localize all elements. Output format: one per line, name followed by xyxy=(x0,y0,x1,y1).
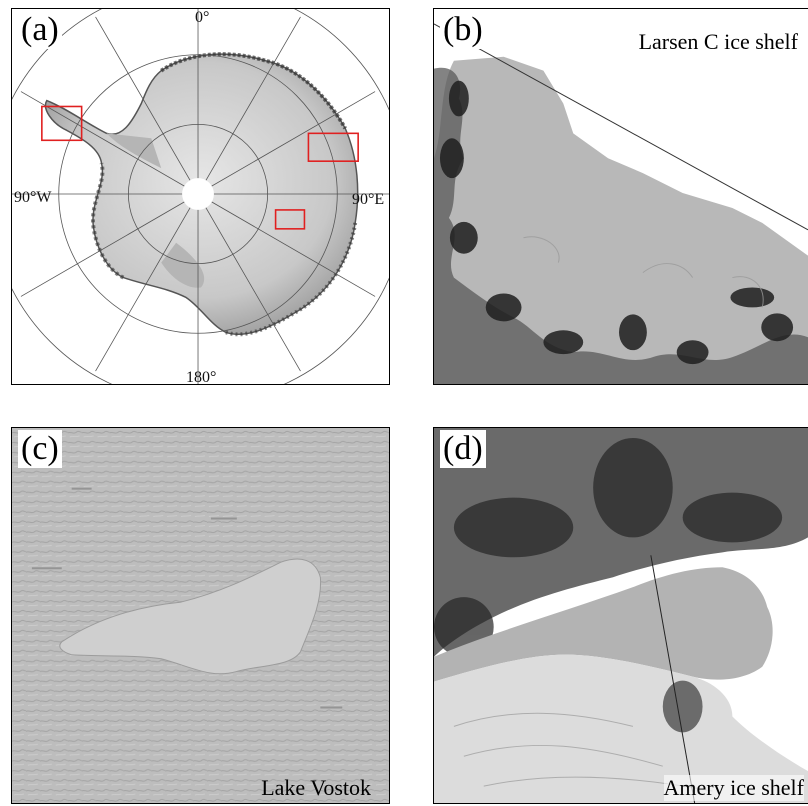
panel-b-larsen-c: (b) Larsen C ice shelf xyxy=(433,8,808,385)
panel-d-tag: (d) xyxy=(440,430,486,468)
pole-gap xyxy=(182,178,214,210)
amery-relief-image xyxy=(434,428,808,803)
meridian-label-90e: 90°E xyxy=(352,191,384,209)
panel-d-amery: (d) Amery ice shelf xyxy=(433,427,808,804)
amery-caption: Amery ice shelf xyxy=(664,775,805,801)
meridian-label-90w: 90°W xyxy=(14,189,52,207)
larsen-c-relief-image xyxy=(434,9,808,384)
panel-b-tag: (b) xyxy=(440,11,486,49)
panel-c-lake-vostok: (c) Lake Vostok xyxy=(11,427,390,804)
panel-c-tag: (c) xyxy=(18,430,62,468)
antarctica-polar-map xyxy=(12,9,389,384)
lake-vostok-caption: Lake Vostok xyxy=(261,775,371,801)
larsen-c-caption: Larsen C ice shelf xyxy=(639,29,798,55)
panel-a-tag: (a) xyxy=(18,11,62,49)
meridian-label-180: 180° xyxy=(186,369,216,385)
lake-vostok-relief-image xyxy=(12,428,389,803)
meridian-label-0: 0° xyxy=(195,9,209,27)
panel-a-antarctica-map: (a) 0° 90°W 90°E 180° xyxy=(11,8,390,385)
